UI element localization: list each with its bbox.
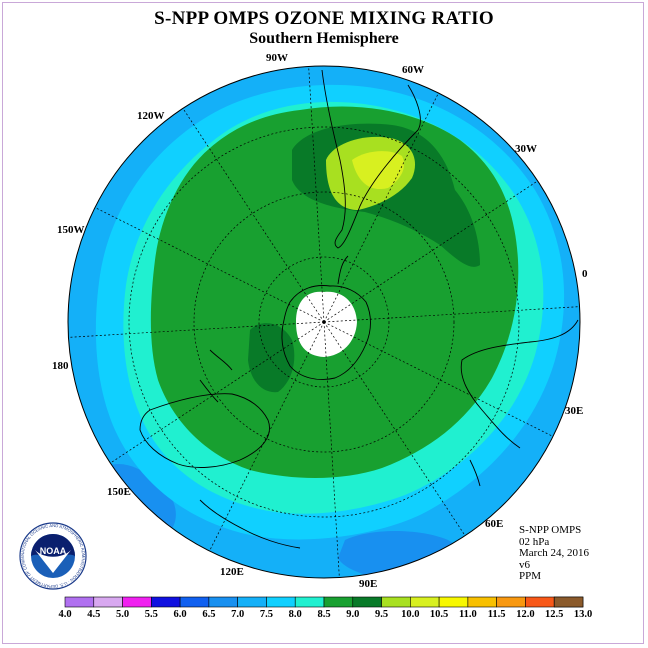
colorbar-tick-label: 11.5 bbox=[487, 609, 506, 620]
noaa-logo: NATIONAL OCEANIC AND ATMOSPHERIC ADMINIS… bbox=[18, 521, 87, 590]
product-info: S-NPP OMPS 02 hPa March 24, 2016 v6 PPM bbox=[519, 524, 589, 583]
colorbar-tick-label: 12.5 bbox=[545, 609, 564, 620]
longitude-label: 120E bbox=[220, 566, 244, 578]
meridian-line bbox=[323, 306, 580, 323]
longitude-label: 30W bbox=[515, 143, 537, 155]
south-america-coastline bbox=[321, 69, 421, 249]
colorbar-swatch bbox=[93, 596, 123, 608]
longitude-label: 90E bbox=[359, 578, 378, 590]
colorbar-swatch bbox=[525, 596, 555, 608]
colorbar-tick-label: 10.5 bbox=[429, 609, 449, 620]
longitude-label: 150W bbox=[57, 224, 85, 236]
no-data-region bbox=[296, 291, 357, 357]
instrument-name: S-NPP OMPS bbox=[519, 524, 582, 536]
antarctic-peninsula-coastline bbox=[337, 255, 349, 285]
graticule bbox=[68, 66, 580, 578]
colorbar-tick-label: 9.5 bbox=[374, 609, 389, 620]
meridian-line bbox=[209, 321, 325, 552]
colorbar-swatch bbox=[266, 596, 296, 608]
coastlines bbox=[139, 69, 579, 549]
longitude-label: 60E bbox=[485, 518, 504, 530]
colorbar-tick-label: 5.0 bbox=[115, 609, 130, 620]
colorbar-tick-label: 12.0 bbox=[516, 609, 535, 620]
indonesia-coastline bbox=[199, 499, 301, 549]
longitude-label: 120W bbox=[137, 110, 165, 122]
meridian-line bbox=[308, 66, 325, 323]
colorbar-tick-label: 5.5 bbox=[144, 609, 158, 620]
longitude-label: 180 bbox=[52, 360, 69, 372]
colorbar-tick-label: 7.5 bbox=[259, 609, 273, 620]
colorbar-tick-label: 8.0 bbox=[288, 609, 302, 620]
longitude-label: 30E bbox=[565, 405, 584, 417]
colorbar-tick-label: 11.0 bbox=[458, 609, 477, 620]
colorbar-tick-label: 6.5 bbox=[202, 609, 216, 620]
colorbar-swatch bbox=[294, 596, 325, 608]
longitude-label: 150E bbox=[107, 486, 131, 498]
meridian-line bbox=[110, 321, 325, 464]
colorbar-swatch bbox=[381, 596, 411, 608]
product-version: v6 bbox=[519, 558, 530, 571]
longitude-label: 0 bbox=[582, 268, 588, 280]
colorbar-swatch bbox=[553, 596, 584, 608]
pressure-level: 02 hPa bbox=[519, 535, 550, 548]
africa-coastline bbox=[460, 319, 579, 449]
latitude-circle bbox=[128, 126, 520, 518]
antarctica-coastline bbox=[281, 285, 371, 380]
colorbar-swatch bbox=[352, 596, 382, 608]
meridian-line bbox=[323, 321, 554, 437]
colorbar-swatch bbox=[496, 596, 526, 608]
high-ozone-region-lower bbox=[248, 323, 295, 393]
observation-date: March 24, 2016 bbox=[519, 547, 589, 559]
figure-title: S-NPP OMPS OZONE MIXING RATIO bbox=[154, 8, 494, 29]
colorbar-swatch bbox=[467, 596, 497, 608]
meridian-line bbox=[68, 321, 325, 338]
new-zealand-coastline bbox=[199, 349, 233, 403]
meridian-line bbox=[323, 92, 439, 323]
australia-coastline bbox=[139, 393, 270, 468]
colorbar-tick-label: 4.0 bbox=[58, 609, 72, 620]
colorbar-swatch bbox=[323, 596, 354, 608]
colorbar-swatch bbox=[438, 596, 469, 608]
latitude-circle bbox=[258, 256, 390, 388]
meridian-line bbox=[323, 321, 466, 536]
figure-subtitle: Southern Hemisphere bbox=[249, 30, 399, 47]
colorbar-tick-label: 7.0 bbox=[231, 609, 245, 620]
south-pole-marker bbox=[322, 320, 326, 324]
units-label: PPM bbox=[519, 570, 542, 582]
meridian-line bbox=[94, 207, 325, 323]
map-boundary bbox=[67, 65, 581, 579]
meridian-line bbox=[182, 108, 325, 323]
longitude-label: 60W bbox=[402, 64, 424, 76]
colorbar-swatch bbox=[237, 596, 267, 608]
colorbar-swatch bbox=[179, 596, 210, 608]
colorbar-swatch bbox=[122, 596, 152, 608]
colorbar-swatch bbox=[410, 596, 440, 608]
colorbar-tick-label: 13.0 bbox=[573, 609, 593, 620]
longitude-label: 90W bbox=[266, 52, 288, 64]
madagascar-coastline bbox=[469, 459, 481, 487]
svg-text:NOAA: NOAA bbox=[40, 546, 67, 556]
colorbar-tick-label: 10.0 bbox=[401, 609, 420, 620]
colorbar-swatch bbox=[151, 596, 181, 608]
colorbar-swatch bbox=[64, 596, 95, 608]
colorbar-swatch bbox=[208, 596, 238, 608]
peak-ozone-core bbox=[352, 151, 405, 190]
colorbar-tick-label: 4.5 bbox=[87, 609, 101, 620]
colorbar-tick-label: 6.0 bbox=[173, 609, 187, 620]
latitude-circle bbox=[193, 191, 455, 453]
meridian-line bbox=[323, 180, 538, 323]
colorbar-tick-label: 9.0 bbox=[346, 609, 360, 620]
colorbar-tick-label: 8.5 bbox=[317, 609, 331, 620]
meridian-line bbox=[323, 321, 340, 578]
